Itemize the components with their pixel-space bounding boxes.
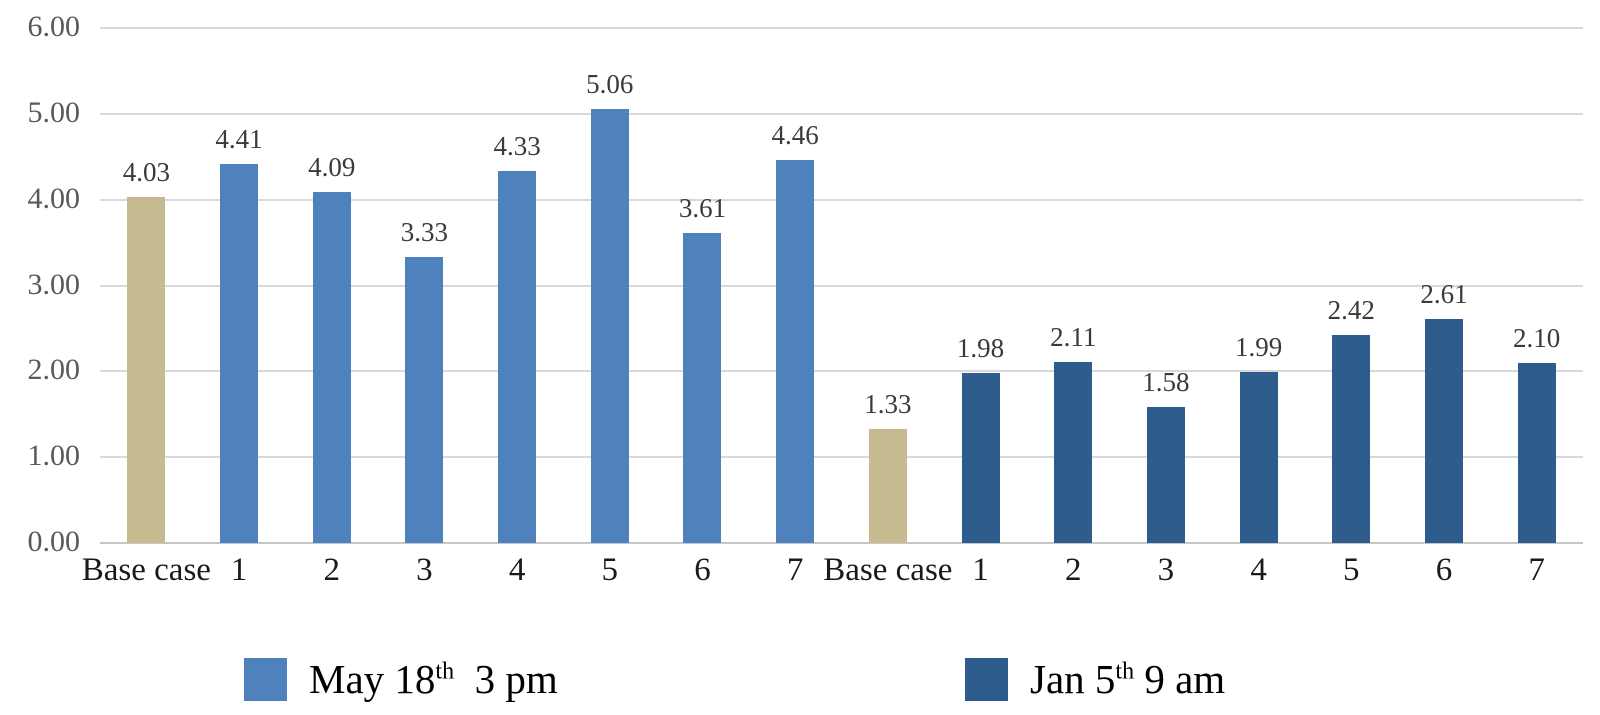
y-axis-tick-label: 3.00 (27, 267, 81, 301)
gridline (100, 456, 1583, 459)
gridline (100, 370, 1583, 373)
legend-text-suffix: 3 pm (454, 656, 558, 702)
legend-text-main: Jan 5 (1030, 656, 1116, 702)
gridline (100, 198, 1583, 201)
legend-swatch-may-18 (244, 657, 287, 701)
bar-jan-5th-9-am-base-case (868, 428, 907, 543)
bar-value-label: 4.09 (308, 151, 356, 182)
legend-label-may-18: May 18th 3 pm (309, 655, 558, 703)
bar-may-18th-3-pm-7 (776, 160, 815, 543)
bar-value-label: 3.61 (678, 193, 727, 224)
y-axis-tick-label: 2.00 (27, 353, 81, 387)
bar-jan-5th-9-am-3 (1146, 407, 1185, 543)
bar-value-label: 2.11 (1050, 321, 1097, 352)
bar-jan-5th-9-am-6 (1424, 318, 1463, 543)
bar-value-label: 3.33 (400, 217, 449, 248)
x-axis-category-label: 6 (1435, 552, 1453, 588)
y-axis-tick-label: 6.00 (27, 10, 81, 43)
x-axis-category-label: 7 (1528, 552, 1545, 588)
bar-value-label: 1.33 (864, 388, 912, 419)
x-axis-category-label: Base case (81, 552, 211, 588)
gridline (100, 27, 1583, 29)
legend-text-main: May 18 (309, 656, 436, 702)
bar-may-18th-3-pm-6 (683, 233, 722, 543)
legend-item-jan-5: Jan 5th 9 am (965, 655, 1225, 703)
x-axis-category-label: 5 (1343, 552, 1360, 588)
bar-value-label: 4.33 (493, 131, 541, 162)
bar-value-label: 1.99 (1234, 332, 1283, 363)
x-axis-category-label: 1 (230, 552, 248, 588)
bar-value-label: 2.42 (1327, 295, 1375, 326)
bar-may-18th-3-pm-base-case (127, 197, 166, 543)
bar-jan-5th-9-am-4 (1239, 372, 1278, 543)
bar-may-18th-3-pm-3 (405, 257, 444, 543)
legend-text-superscript: th (435, 658, 455, 685)
bar-jan-5th-9-am-1 (961, 373, 1000, 543)
gridline (100, 284, 1583, 287)
x-axis-category-label: 3 (1157, 552, 1175, 588)
gridline (100, 112, 1583, 115)
x-axis-category-label: 1 (972, 552, 989, 588)
legend-item-may-18: May 18th 3 pm (244, 655, 558, 703)
legend-label-jan-5: Jan 5th 9 am (1030, 655, 1225, 703)
y-axis-tick-label: 1.00 (27, 439, 81, 473)
legend-text-suffix: 9 am (1134, 656, 1226, 702)
x-axis-category-label: 3 (416, 552, 433, 588)
bar-jan-5th-9-am-2 (1054, 361, 1093, 543)
y-axis-tick-label: 4.00 (27, 181, 81, 215)
x-axis-category-label: 2 (1064, 552, 1082, 588)
bar-value-label: 4.46 (771, 120, 819, 151)
bar-may-18th-3-pm-2 (312, 191, 351, 543)
gridline (100, 542, 1583, 544)
x-axis-category-label: 6 (694, 552, 711, 588)
bar-may-18th-3-pm-5 (590, 108, 629, 543)
x-axis-category-label: 7 (786, 552, 804, 588)
bar-may-18th-3-pm-1 (220, 164, 259, 543)
y-axis-tick-label: 5.00 (27, 95, 81, 129)
bar-jan-5th-9-am-7 (1517, 362, 1556, 543)
bar-jan-5th-9-am-5 (1332, 335, 1371, 543)
bar-may-18th-3-pm-4 (498, 171, 537, 543)
bar-value-label: 2.10 (1513, 322, 1561, 353)
bar-value-label: 5.06 (586, 68, 634, 99)
legend-text-superscript: th (1115, 658, 1135, 685)
x-axis-category-label: 4 (508, 552, 526, 588)
bar-value-label: 2.61 (1420, 278, 1468, 309)
bar-value-label: 4.03 (122, 157, 170, 188)
bar-value-label: 1.58 (1142, 367, 1190, 398)
bar-value-label: 4.41 (215, 124, 263, 155)
bar-value-label: 1.98 (956, 333, 1005, 364)
x-axis-category-label: Base case (823, 552, 953, 588)
y-axis-tick-label: 0.00 (27, 525, 81, 558)
x-axis-category-label: 4 (1250, 552, 1267, 588)
legend-swatch-jan-5 (965, 657, 1008, 701)
x-axis-category-label: 5 (601, 552, 619, 588)
x-axis-category-label: 2 (323, 552, 340, 588)
